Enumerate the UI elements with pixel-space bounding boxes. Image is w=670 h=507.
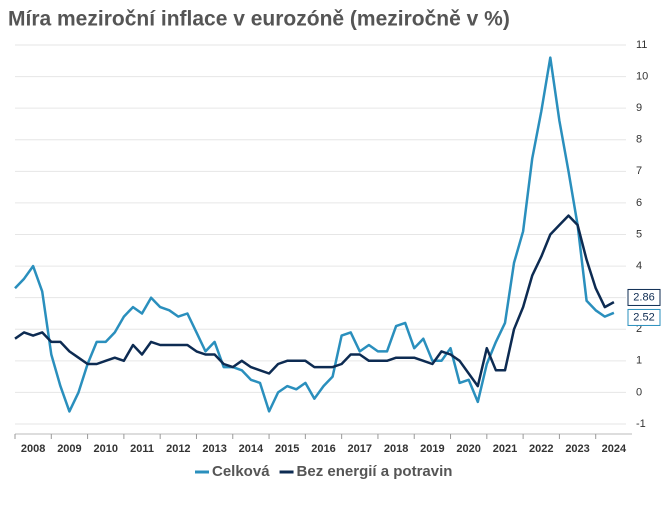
y-tick-label: 9 — [636, 102, 642, 114]
x-tick-label: 2019 — [420, 443, 444, 455]
y-tick-label: 4 — [636, 260, 642, 272]
end-label-box — [627, 288, 661, 306]
y-tick-label: 5 — [636, 228, 642, 240]
y-tick-label: 2 — [636, 323, 642, 335]
x-tick-label: 2012 — [166, 443, 190, 455]
x-tick-label: 2021 — [493, 443, 517, 455]
y-tick-label: -1 — [636, 418, 646, 430]
end-label: 2.52 — [633, 311, 654, 323]
x-tick-label: 2014 — [239, 443, 264, 455]
x-tick-label: 2016 — [311, 443, 335, 455]
x-tick-label: 2023 — [565, 443, 589, 455]
y-tick-label: 0 — [636, 386, 642, 398]
y-tick-label: 10 — [636, 70, 648, 82]
y-tick-label: 8 — [636, 134, 642, 146]
x-tick-label: 2024 — [602, 443, 627, 455]
x-tick-label: 2018 — [384, 443, 408, 455]
x-tick-label: 2009 — [57, 443, 81, 455]
legend-label: Celková — [212, 463, 270, 480]
x-tick-label: 2017 — [348, 443, 372, 455]
y-tick-label: 11 — [636, 39, 647, 51]
y-tick-label: 6 — [636, 197, 642, 209]
chart-title: Míra meziroční inflace v eurozóně (mezir… — [8, 8, 510, 31]
end-label-box — [627, 308, 661, 326]
series-line — [14, 56, 615, 413]
legend-label: Bez energií a potravin — [297, 463, 453, 480]
x-tick-label: 2008 — [21, 443, 45, 455]
x-tick-label: 2022 — [529, 443, 553, 455]
x-tick-label: 2010 — [93, 443, 117, 455]
x-tick-label: 2020 — [456, 443, 480, 455]
x-tick-label: 2015 — [275, 443, 299, 455]
x-tick-label: 2013 — [202, 443, 226, 455]
y-tick-label: 1 — [636, 355, 642, 367]
x-tick-label: 2011 — [130, 443, 154, 455]
y-tick-label: 7 — [636, 165, 642, 177]
series-line — [14, 214, 615, 388]
end-label: 2.86 — [633, 291, 654, 303]
